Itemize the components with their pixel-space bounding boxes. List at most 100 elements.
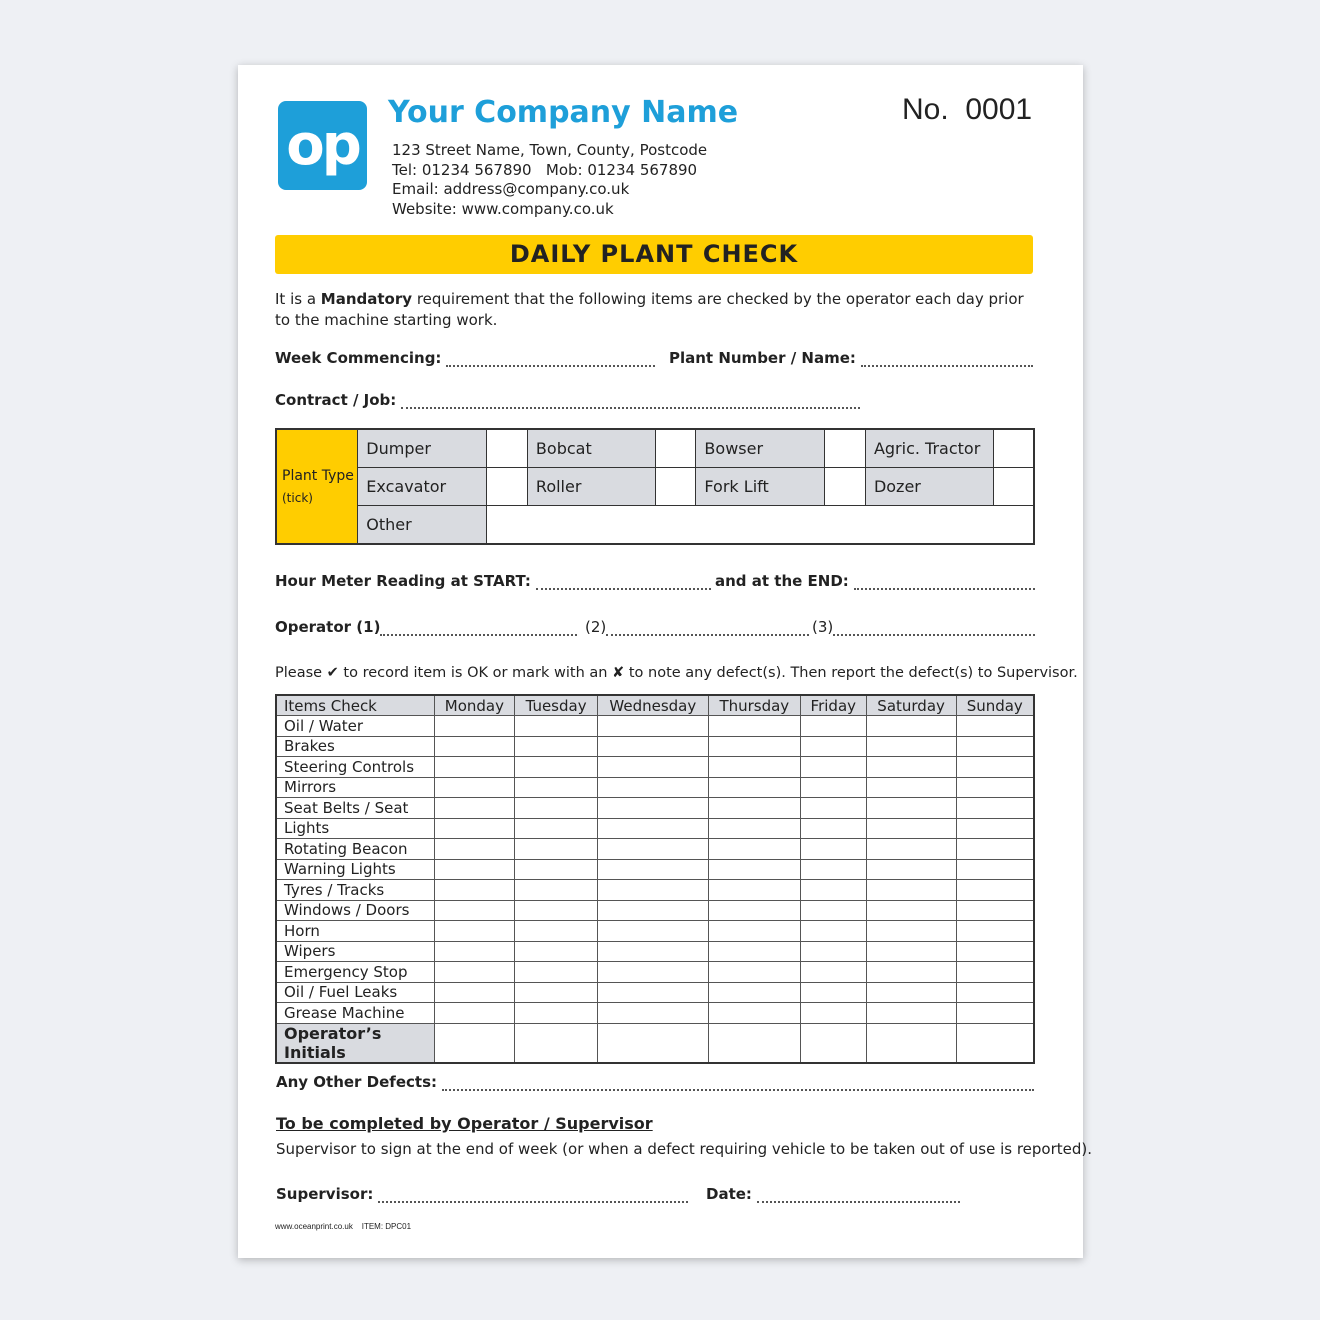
- other-defects-field[interactable]: Any Other Defects:: [276, 1073, 1034, 1091]
- check-cell[interactable]: [514, 1002, 598, 1024]
- hour-end-field[interactable]: and at the END:: [715, 572, 1035, 590]
- tick-box[interactable]: [824, 467, 866, 506]
- check-cell[interactable]: [707, 715, 801, 737]
- check-cell[interactable]: [707, 920, 801, 942]
- check-cell[interactable]: [955, 961, 1035, 983]
- check-cell[interactable]: [799, 715, 867, 737]
- check-cell[interactable]: [799, 858, 867, 880]
- check-cell[interactable]: [596, 817, 709, 839]
- check-cell[interactable]: [799, 981, 867, 1003]
- supervisor-field[interactable]: Supervisor:: [276, 1185, 688, 1203]
- check-cell[interactable]: [799, 879, 867, 901]
- check-cell[interactable]: [865, 817, 957, 839]
- check-cell[interactable]: [514, 940, 598, 962]
- check-cell[interactable]: [707, 879, 801, 901]
- check-cell[interactable]: [799, 1022, 867, 1063]
- check-cell[interactable]: [433, 1022, 516, 1063]
- check-cell[interactable]: [596, 920, 709, 942]
- check-cell[interactable]: [865, 776, 957, 798]
- check-cell[interactable]: [955, 920, 1035, 942]
- check-cell[interactable]: [596, 858, 709, 880]
- check-cell[interactable]: [707, 858, 801, 880]
- hour-start-field[interactable]: Hour Meter Reading at START:: [275, 572, 711, 590]
- check-cell[interactable]: [955, 735, 1035, 757]
- check-cell[interactable]: [707, 756, 801, 778]
- check-cell[interactable]: [707, 940, 801, 962]
- check-cell[interactable]: [514, 920, 598, 942]
- check-cell[interactable]: [707, 838, 801, 860]
- check-cell[interactable]: [514, 735, 598, 757]
- check-cell[interactable]: [865, 756, 957, 778]
- week-commencing-field[interactable]: Week Commencing:: [275, 349, 655, 367]
- check-cell[interactable]: [707, 981, 801, 1003]
- check-cell[interactable]: [596, 776, 709, 798]
- check-cell[interactable]: [596, 756, 709, 778]
- check-cell[interactable]: [433, 899, 516, 921]
- check-cell[interactable]: [955, 1002, 1035, 1024]
- check-cell[interactable]: [865, 838, 957, 860]
- check-cell[interactable]: [514, 715, 598, 737]
- check-cell[interactable]: [433, 756, 516, 778]
- check-cell[interactable]: [955, 715, 1035, 737]
- check-cell[interactable]: [596, 879, 709, 901]
- check-cell[interactable]: [955, 1022, 1035, 1063]
- check-cell[interactable]: [707, 797, 801, 819]
- plant-number-field[interactable]: Plant Number / Name:: [669, 349, 1033, 367]
- check-cell[interactable]: [433, 715, 516, 737]
- check-cell[interactable]: [596, 961, 709, 983]
- check-cell[interactable]: [955, 817, 1035, 839]
- tick-box[interactable]: [992, 467, 1035, 506]
- check-cell[interactable]: [799, 817, 867, 839]
- check-cell[interactable]: [707, 817, 801, 839]
- check-cell[interactable]: [865, 858, 957, 880]
- check-cell[interactable]: [514, 838, 598, 860]
- check-cell[interactable]: [596, 981, 709, 1003]
- check-cell[interactable]: [955, 838, 1035, 860]
- check-cell[interactable]: [955, 858, 1035, 880]
- check-cell[interactable]: [955, 756, 1035, 778]
- check-cell[interactable]: [955, 899, 1035, 921]
- check-cell[interactable]: [707, 961, 801, 983]
- check-cell[interactable]: [596, 797, 709, 819]
- check-cell[interactable]: [799, 838, 867, 860]
- check-cell[interactable]: [433, 797, 516, 819]
- check-cell[interactable]: [865, 981, 957, 1003]
- check-cell[interactable]: [433, 981, 516, 1003]
- check-cell[interactable]: [514, 756, 598, 778]
- check-cell[interactable]: [514, 858, 598, 880]
- check-cell[interactable]: [596, 715, 709, 737]
- check-cell[interactable]: [514, 817, 598, 839]
- check-cell[interactable]: [433, 817, 516, 839]
- check-cell[interactable]: [955, 879, 1035, 901]
- check-cell[interactable]: [955, 776, 1035, 798]
- check-cell[interactable]: [865, 797, 957, 819]
- check-cell[interactable]: [433, 940, 516, 962]
- check-cell[interactable]: [799, 735, 867, 757]
- check-cell[interactable]: [514, 776, 598, 798]
- date-field[interactable]: Date:: [706, 1185, 960, 1203]
- check-cell[interactable]: [799, 920, 867, 942]
- check-cell[interactable]: [955, 797, 1035, 819]
- tick-box[interactable]: [992, 428, 1035, 469]
- tick-box[interactable]: [824, 428, 866, 469]
- check-cell[interactable]: [865, 735, 957, 757]
- tick-box[interactable]: [486, 467, 528, 506]
- check-cell[interactable]: [799, 899, 867, 921]
- check-cell[interactable]: [433, 838, 516, 860]
- check-cell[interactable]: [799, 776, 867, 798]
- check-cell[interactable]: [799, 940, 867, 962]
- check-cell[interactable]: [596, 838, 709, 860]
- tick-box[interactable]: [654, 428, 697, 469]
- check-cell[interactable]: [514, 961, 598, 983]
- check-cell[interactable]: [596, 1002, 709, 1024]
- check-cell[interactable]: [514, 1022, 598, 1063]
- check-cell[interactable]: [514, 797, 598, 819]
- check-cell[interactable]: [865, 899, 957, 921]
- check-cell[interactable]: [433, 858, 516, 880]
- operator-1-field[interactable]: Operator (1): [275, 618, 577, 636]
- check-cell[interactable]: [955, 981, 1035, 1003]
- check-cell[interactable]: [707, 1022, 801, 1063]
- check-cell[interactable]: [433, 776, 516, 798]
- operator-2-field[interactable]: (2): [585, 618, 809, 636]
- tick-box[interactable]: [486, 428, 528, 469]
